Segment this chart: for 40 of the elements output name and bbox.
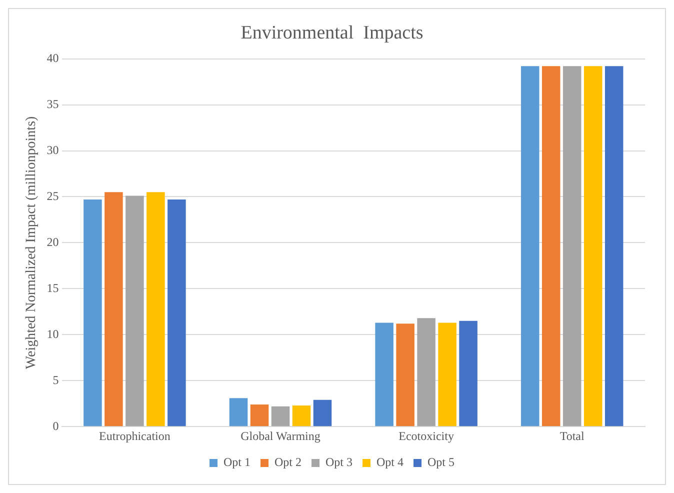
bar bbox=[562, 66, 582, 426]
bar bbox=[271, 406, 290, 426]
bar bbox=[520, 66, 540, 426]
bar bbox=[375, 322, 394, 426]
bar bbox=[84, 199, 102, 426]
y-axis-title: Weighted Normalized Impact (millionpoints) bbox=[24, 116, 40, 370]
bar bbox=[438, 322, 456, 426]
legend-label: Opt 1 bbox=[224, 455, 250, 470]
bar bbox=[250, 404, 269, 426]
bar bbox=[396, 324, 414, 426]
bar bbox=[459, 320, 478, 426]
bar bbox=[604, 66, 624, 426]
bar bbox=[126, 196, 144, 426]
bar bbox=[104, 192, 123, 426]
x-tick-label: Global Warming bbox=[240, 428, 320, 443]
x-tick-label: Ecotoxicity bbox=[398, 428, 454, 443]
y-tick-label: 20 bbox=[46, 234, 59, 249]
legend-label: Opt 4 bbox=[376, 455, 404, 470]
y-tick-label: 10 bbox=[46, 326, 59, 341]
legend-label: Opt 3 bbox=[326, 455, 352, 470]
bar bbox=[584, 66, 602, 426]
y-tick-label: 0 bbox=[52, 418, 59, 433]
bar bbox=[313, 400, 332, 426]
legend-label: Opt 5 bbox=[428, 455, 454, 470]
bar bbox=[168, 199, 186, 426]
bar bbox=[542, 66, 560, 426]
x-tick-label: Total bbox=[560, 428, 585, 443]
bar bbox=[417, 318, 436, 426]
x-tick-label: Eutrophication bbox=[99, 428, 170, 443]
y-tick-label: 5 bbox=[52, 372, 59, 387]
bar bbox=[229, 398, 248, 426]
y-tick-label: 25 bbox=[46, 188, 59, 203]
legend-label: Opt 2 bbox=[274, 455, 302, 470]
bar bbox=[146, 192, 165, 426]
bar bbox=[292, 405, 311, 426]
chart-title: Environmental Impacts bbox=[240, 22, 424, 44]
y-tick-label: 35 bbox=[46, 96, 59, 111]
y-tick-label: 40 bbox=[46, 50, 59, 65]
y-tick-label: 30 bbox=[46, 142, 59, 157]
y-tick-label: 15 bbox=[46, 280, 59, 295]
